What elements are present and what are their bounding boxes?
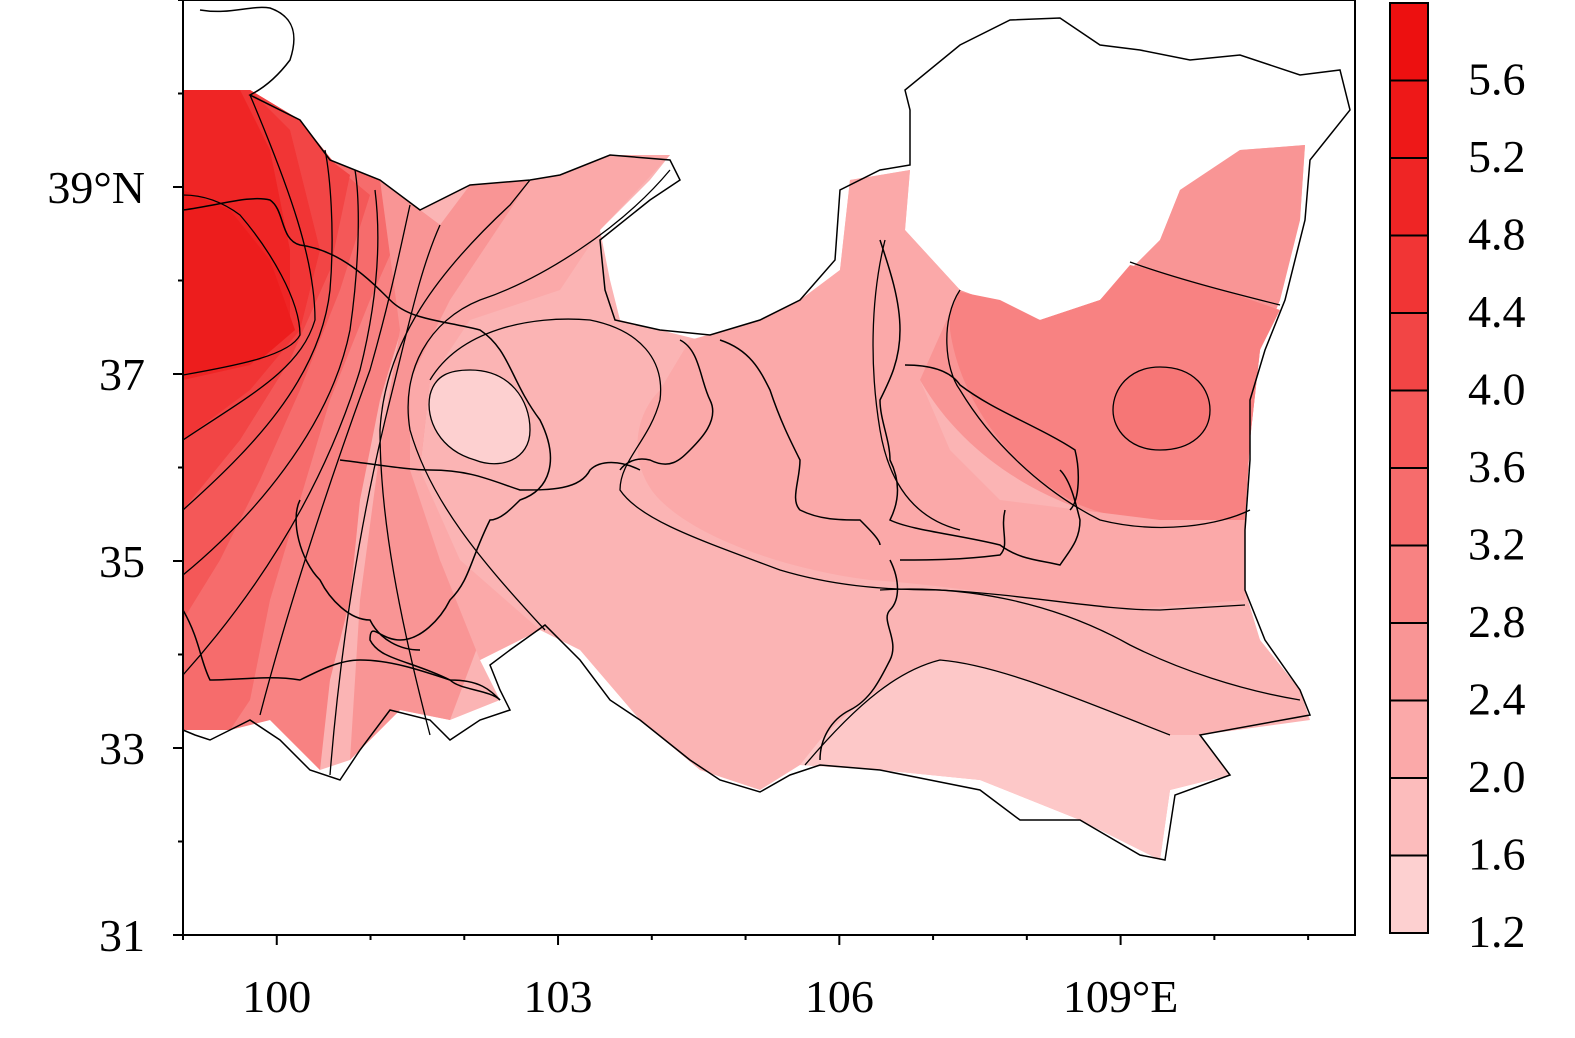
- contour-line: [1129, 261, 1281, 306]
- contour-line: [407, 169, 671, 631]
- boundary-lines: [183, 6, 1351, 861]
- contour-line: [183, 94, 316, 441]
- colorbar-label: 3.6: [1468, 441, 1526, 492]
- colorbar-label: 4.0: [1468, 364, 1526, 415]
- colorbar-label: 4.4: [1468, 286, 1526, 337]
- x-tick-label: 109°E: [1063, 971, 1179, 1022]
- colorbar-label: 5.6: [1468, 54, 1526, 105]
- x-tick-label: 106: [805, 971, 874, 1022]
- contour-line: [1112, 366, 1211, 451]
- colorbar-band: [1390, 313, 1428, 391]
- colorbar-label: 1.2: [1468, 906, 1526, 957]
- inner-boundary: [904, 364, 1080, 511]
- contour-line: [183, 149, 333, 511]
- colorbar-band: [1390, 158, 1428, 236]
- region-fill-south-2: [880, 589, 1300, 690]
- outer-boundary: [183, 6, 1351, 861]
- inner-boundary: [339, 459, 641, 491]
- colorbar-frame: [1389, 2, 1429, 934]
- colorbar-band: [1390, 855, 1428, 933]
- colorbar-band: [1390, 468, 1428, 546]
- contour-line: [429, 318, 1246, 611]
- colorbar-band: [1390, 623, 1428, 701]
- x-axis: 100 103 106 109°E: [182, 935, 1310, 1022]
- y-tick-label: 35: [99, 536, 145, 587]
- region-fill-center-2: [637, 170, 1245, 610]
- colorbar-band: [1390, 700, 1428, 778]
- inner-boundary: [819, 559, 899, 761]
- region-fill-south-light: [800, 660, 1230, 860]
- colorbar-band: [1390, 545, 1428, 623]
- region-fill-east-peak: [1113, 367, 1210, 450]
- contour-line: [872, 239, 961, 531]
- contour-line: [183, 189, 379, 676]
- colorbar-label: 2.0: [1468, 751, 1526, 802]
- colorbar-label: 4.8: [1468, 209, 1526, 260]
- colorbar-label: 1.6: [1468, 829, 1526, 880]
- colorbar-band: [1390, 390, 1428, 468]
- contour-line: [259, 204, 411, 716]
- colorbar-label: 5.2: [1468, 131, 1526, 182]
- colorbar-label: 2.4: [1468, 674, 1526, 725]
- y-tick-label: 37: [99, 349, 145, 400]
- contour-line: [804, 659, 1171, 766]
- inner-boundary: [183, 609, 501, 701]
- colorbar-band: [1390, 3, 1428, 81]
- contour-lines: [183, 94, 1301, 776]
- colorbar-band: [1390, 80, 1428, 158]
- y-tick-label: 39°N: [47, 162, 145, 213]
- region-fill-mid-3: [350, 180, 530, 760]
- colorbar-label: 3.2: [1468, 519, 1526, 570]
- contour-line: [183, 169, 359, 576]
- contour-line: [879, 588, 1301, 701]
- colorbar-band: [1390, 778, 1428, 856]
- contour-line: [329, 224, 441, 776]
- y-axis: 31 33 35 37 39°N: [47, 0, 183, 961]
- inner-boundary: [183, 197, 552, 701]
- region-fill-light-pocket: [429, 370, 530, 464]
- colorbar-band: [1390, 235, 1428, 313]
- map-filled-field: [183, 90, 1310, 860]
- colorbar-label: 2.8: [1468, 596, 1526, 647]
- y-tick-label: 31: [99, 910, 145, 961]
- colorbar: 5.6 5.2 4.8 4.4 4.0 3.6 3.2 2.8 2.4 2.0 1.6 1.2: [1389, 2, 1526, 957]
- inner-boundary: [719, 339, 881, 546]
- contour-line: [946, 289, 1251, 529]
- x-tick-label: 103: [524, 971, 593, 1022]
- contour-line: [379, 179, 531, 736]
- y-tick-label: 33: [99, 723, 145, 774]
- inner-boundary: [879, 239, 1081, 566]
- inner-boundary: [899, 509, 1006, 561]
- x-tick-label: 100: [242, 971, 311, 1022]
- contour-line: [428, 369, 531, 465]
- inner-boundary: [295, 499, 421, 651]
- region-fill-west-11: [183, 190, 295, 375]
- region-fill-mid-2: [410, 155, 670, 660]
- inner-boundary: [619, 339, 714, 471]
